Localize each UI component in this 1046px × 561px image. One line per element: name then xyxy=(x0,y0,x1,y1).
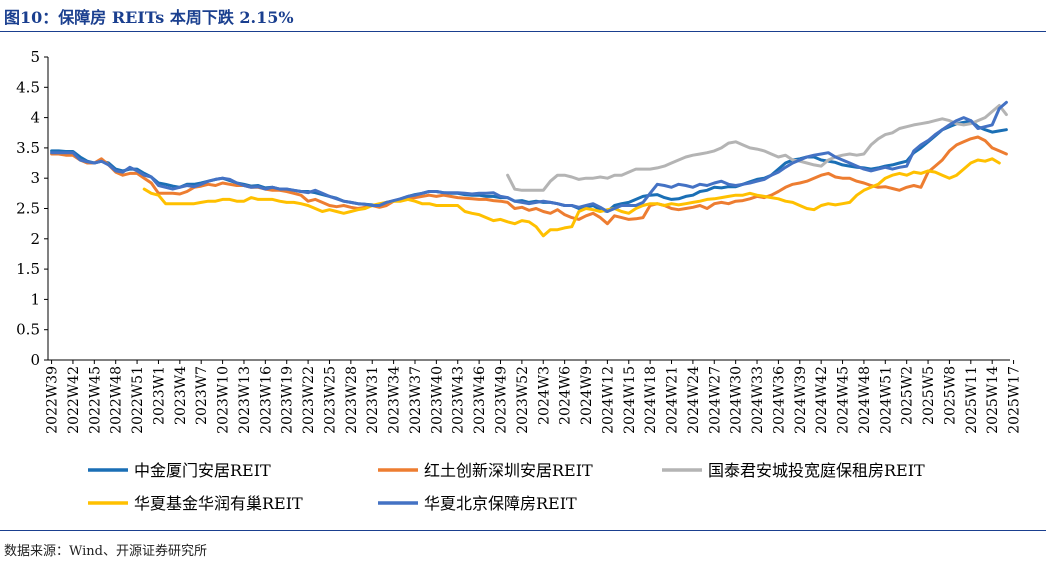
series-line-4 xyxy=(142,157,1001,238)
x-tick-label: 2023W31 xyxy=(365,366,381,434)
legend-label-2: 红土创新深圳安居REIT xyxy=(424,461,593,480)
x-tick-label: 2023W46 xyxy=(472,366,488,434)
x-tick-label: 2023W49 xyxy=(493,366,509,434)
footer-rule xyxy=(0,530,1046,531)
x-tick-label: 2023W34 xyxy=(387,366,403,434)
x-tick-label: 2024W45 xyxy=(836,366,852,434)
series-line-5 xyxy=(50,100,1008,213)
x-tick-label: 2023W52 xyxy=(515,366,531,434)
y-tick-label: 4 xyxy=(30,109,40,127)
x-tick-label: 2023W16 xyxy=(258,366,274,434)
x-tick-label: 2024W36 xyxy=(771,366,787,434)
x-tick-label: 2024W9 xyxy=(579,366,595,425)
x-tick-label: 2023W28 xyxy=(344,366,360,434)
y-tick-label: 4.5 xyxy=(16,78,40,96)
x-tick-label: 2024W42 xyxy=(814,366,830,434)
x-tick-label: 2025W2 xyxy=(900,366,916,425)
legend-label-5: 华夏北京保障房REIT xyxy=(424,494,577,513)
x-tick-label: 2024W39 xyxy=(793,366,809,434)
x-tick-label: 2023W37 xyxy=(408,366,424,434)
x-tick-label: 2024W21 xyxy=(665,366,681,434)
x-tick-label: 2022W42 xyxy=(66,366,82,434)
y-tick-label: 1.5 xyxy=(16,260,40,278)
x-tick-label: 2024W6 xyxy=(558,366,574,425)
figure-title: 图10：保障房 REITs 本周下跌 2.15% xyxy=(4,8,294,27)
x-tick-label: 2024W12 xyxy=(600,366,616,434)
x-tick-label: 2024W18 xyxy=(643,366,659,434)
y-tick-label: 1 xyxy=(30,290,40,308)
series-line-2 xyxy=(50,135,1008,226)
y-tick-label: 5 xyxy=(30,48,40,66)
x-tick-label: 2024W15 xyxy=(622,366,638,434)
x-tick-label: 2024W33 xyxy=(750,366,766,434)
x-tick-label: 2024W27 xyxy=(707,366,723,434)
legend-label-4: 华夏基金华润有巢REIT xyxy=(134,494,303,513)
x-tick-label: 2024W3 xyxy=(536,366,552,425)
x-tick-label: 2023W25 xyxy=(322,366,338,434)
series-line-1 xyxy=(50,119,1008,213)
series-line-3 xyxy=(506,104,1008,192)
x-tick-label: 2025W17 xyxy=(1007,366,1023,434)
x-tick-label: 2025W11 xyxy=(964,366,980,434)
x-tick-label: 2023W4 xyxy=(173,366,189,425)
x-tick-label: 2022W45 xyxy=(87,366,103,434)
x-tick-label: 2025W14 xyxy=(985,366,1001,434)
x-tick-label: 2023W19 xyxy=(280,366,296,434)
x-tick-label: 2022W39 xyxy=(45,366,61,434)
x-tick-label: 2023W40 xyxy=(429,366,445,434)
title-rule xyxy=(0,31,1046,32)
x-tick-label: 2024W30 xyxy=(729,366,745,434)
x-tick-label: 2023W13 xyxy=(237,366,253,434)
x-tick-label: 2023W1 xyxy=(151,366,167,425)
data-source: 数据来源：Wind、开源证券研究所 xyxy=(4,544,207,559)
x-tick-label: 2024W51 xyxy=(878,366,894,434)
x-tick-label: 2023W7 xyxy=(194,366,210,425)
y-tick-label: 2.5 xyxy=(16,200,40,218)
y-tick-label: 2 xyxy=(30,230,40,248)
y-tick-label: 0.5 xyxy=(16,321,40,339)
x-tick-label: 2024W48 xyxy=(857,366,873,434)
x-axis: 2022W39 2022W42 2022W45 2022W48 2022W51 2023W… xyxy=(45,359,1023,434)
legend-label-3: 国泰君安城投宽庭保租房REIT xyxy=(708,461,925,480)
legend-label-1: 中金厦门安居REIT xyxy=(134,461,271,480)
y-tick-label: 0 xyxy=(30,351,40,369)
series-lines xyxy=(50,100,1008,238)
y-axis: 0 0.5 1 1.5 2 2.5 3 3.5 4 4.5 5 xyxy=(16,48,49,369)
x-tick-label: 2024W24 xyxy=(686,366,702,434)
x-tick-label: 2022W51 xyxy=(130,366,146,434)
x-tick-label: 2025W8 xyxy=(942,366,958,425)
y-tick-label: 3.5 xyxy=(16,139,40,157)
legend: 中金厦门安居REIT 红土创新深圳安居REIT 国泰君安城投宽庭保租房REIT 华夏基… xyxy=(88,461,925,513)
x-tick-label: 2022W48 xyxy=(109,366,125,434)
x-tick-label: 2025W5 xyxy=(921,366,937,425)
line-chart: 00.511.522.533.544.55 2022W39 2022W42 2022… xyxy=(16,48,1023,513)
x-tick-label: 2023W43 xyxy=(451,366,467,434)
x-tick-label: 2023W22 xyxy=(301,366,317,434)
y-tick-label: 3 xyxy=(30,169,40,187)
x-tick-label: 2023W10 xyxy=(216,366,232,434)
